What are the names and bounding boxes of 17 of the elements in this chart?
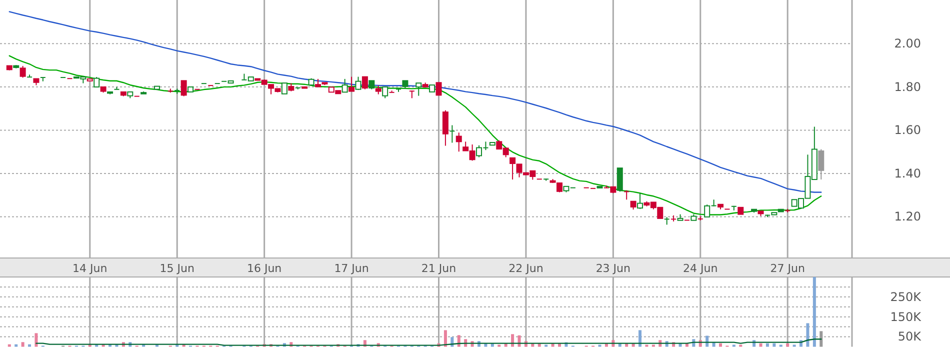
y-tick-label: 1.80 <box>894 80 921 94</box>
x-tick-label: 21 Jun <box>421 262 456 275</box>
y-tick-label: 1.20 <box>894 210 921 224</box>
y-tick-label: 150K <box>890 310 922 324</box>
y-tick-label: 250K <box>890 290 922 304</box>
x-tick-label: 14 Jun <box>72 262 108 275</box>
x-tick-label: 27 Jun <box>770 262 805 275</box>
x-tick-label: 16 Jun <box>246 262 282 275</box>
y-tick-label: 1.40 <box>894 166 921 180</box>
x-tick-label: 17 Jun <box>334 262 369 275</box>
x-tick-label: 23 Jun <box>596 262 631 275</box>
x-tick-label: 24 Jun <box>683 262 718 275</box>
x-tick-label: 15 Jun <box>160 262 194 275</box>
y-tick-label: 1.60 <box>894 123 921 138</box>
x-tick-label: 22 Jun <box>508 262 544 275</box>
y-tick-label: 2.00 <box>894 36 921 51</box>
y-tick-label: 50K <box>898 330 922 344</box>
